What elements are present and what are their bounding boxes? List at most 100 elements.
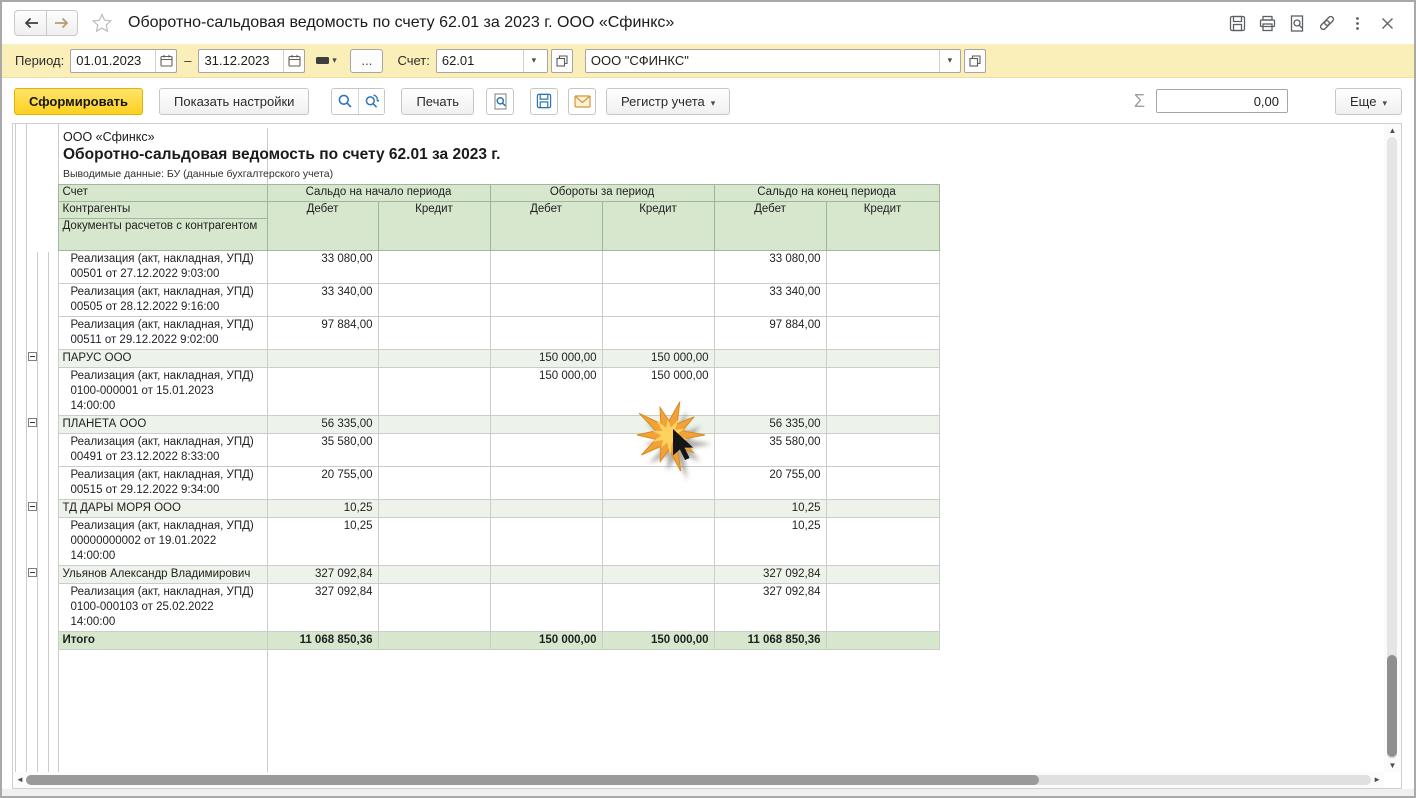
header-closing-balance[interactable]: Сальдо на конец периода [713,184,940,202]
row-value[interactable] [377,316,491,350]
row-value[interactable] [377,349,491,368]
header-documents[interactable]: Документы расчетов с контрагентом [57,218,268,251]
row-value[interactable]: 97 884,00 [266,316,379,350]
horizontal-scrollbar-thumb[interactable] [26,775,1039,785]
header-opening-balance[interactable]: Сальдо на начало периода [266,184,491,202]
row-value[interactable]: 33 340,00 [713,283,827,317]
preview-button[interactable] [486,87,515,115]
more-button[interactable]: Еще ▾ [1335,87,1402,115]
account-dropdown-button[interactable]: ▾ [522,49,544,72]
row-value[interactable]: 35 580,00 [266,433,379,467]
search-button[interactable] [332,88,359,114]
row-value[interactable] [713,367,827,416]
row-value[interactable]: 327 092,84 [713,583,827,632]
autosum-field[interactable] [1156,89,1289,113]
row-value[interactable]: 10,25 [713,499,827,518]
row-label[interactable]: Реализация (акт, накладная, УПД) 0000000… [57,517,268,566]
row-value[interactable]: 33 080,00 [266,250,379,284]
organization-dropdown-button[interactable]: ▾ [938,49,960,72]
row-value[interactable] [489,433,603,467]
organization-open-button[interactable] [963,48,986,73]
print-icon[interactable] [1252,8,1282,38]
row-value[interactable] [601,466,715,500]
row-value[interactable]: 33 340,00 [266,283,379,317]
row-value[interactable] [825,565,940,584]
row-value[interactable] [825,433,940,467]
row-value[interactable] [377,415,491,434]
generate-button[interactable]: Сформировать [14,87,144,115]
row-value[interactable] [489,466,603,500]
close-icon[interactable] [1372,8,1402,38]
row-value[interactable] [377,631,491,650]
collapse-group-button[interactable] [28,502,37,511]
row-value[interactable]: 10,25 [266,499,379,518]
print-preview-icon[interactable] [1282,8,1312,38]
row-value[interactable] [825,367,940,416]
row-value[interactable] [825,349,940,368]
row-value[interactable] [601,565,715,584]
row-value[interactable] [489,517,603,566]
row-value[interactable] [377,583,491,632]
row-value[interactable] [825,517,940,566]
header-credit[interactable]: Кредит [377,201,491,251]
register-button[interactable]: Регистр учета ▾ [606,87,731,115]
collapse-group-button[interactable] [28,418,37,427]
row-value[interactable] [825,316,940,350]
row-value[interactable] [377,499,491,518]
header-debit[interactable]: Дебет [489,201,603,251]
forward-button[interactable] [46,11,77,35]
row-value[interactable]: 11 068 850,36 [266,631,379,650]
row-label[interactable]: Ульянов Александр Владимирович [57,565,268,584]
row-value[interactable]: 150 000,00 [489,349,603,368]
row-value[interactable] [489,283,603,317]
account-open-button[interactable] [550,48,573,73]
row-value[interactable] [489,415,603,434]
row-value[interactable] [601,517,715,566]
search-next-button[interactable] [358,88,385,114]
row-label[interactable]: Реализация (акт, накладная, УПД) 0100-00… [57,367,268,416]
row-value[interactable] [377,466,491,500]
favorite-star-icon[interactable] [92,13,112,33]
row-value[interactable]: 35 580,00 [713,433,827,467]
row-value[interactable]: 20 755,00 [713,466,827,500]
back-button[interactable] [15,11,46,35]
row-value[interactable] [601,433,715,467]
row-label[interactable]: ПАРУС ООО [57,349,268,368]
account-input[interactable] [436,49,523,72]
scroll-up-arrow[interactable]: ▲ [1388,126,1397,135]
row-value[interactable]: 150 000,00 [601,349,715,368]
header-credit[interactable]: Кредит [601,201,715,251]
row-value[interactable]: 11 068 850,36 [713,631,827,650]
row-value[interactable] [489,583,603,632]
period-to-input[interactable] [199,49,284,72]
row-value[interactable]: 327 092,84 [713,565,827,584]
row-value[interactable] [825,283,940,317]
row-value[interactable] [266,367,379,416]
row-value[interactable] [489,499,603,518]
row-value[interactable] [377,565,491,584]
row-value[interactable] [377,517,491,566]
save-button[interactable] [530,87,559,115]
period-more-button[interactable]: ... [350,48,384,73]
header-account[interactable]: Счет [57,184,268,202]
row-value[interactable] [601,583,715,632]
vertical-scrollbar-thumb[interactable] [1387,655,1397,757]
row-value[interactable]: 150 000,00 [489,367,603,416]
row-value[interactable] [825,499,940,518]
row-value[interactable] [601,316,715,350]
header-turnover[interactable]: Обороты за период [489,184,715,202]
row-value[interactable] [489,316,603,350]
collapse-group-button[interactable] [28,568,37,577]
get-link-icon[interactable] [1312,8,1342,38]
row-value[interactable] [266,349,379,368]
row-value[interactable]: 327 092,84 [266,565,379,584]
header-debit[interactable]: Дебет [266,201,379,251]
row-value[interactable] [377,367,491,416]
row-value[interactable] [713,349,827,368]
row-value[interactable]: 33 080,00 [713,250,827,284]
row-value[interactable] [601,250,715,284]
row-label[interactable]: Реализация (акт, накладная, УПД) 00505 о… [57,283,268,317]
row-value[interactable]: 150 000,00 [489,631,603,650]
print-button[interactable]: Печать [401,87,475,115]
header-counterparties[interactable]: Контрагенты [57,201,268,219]
